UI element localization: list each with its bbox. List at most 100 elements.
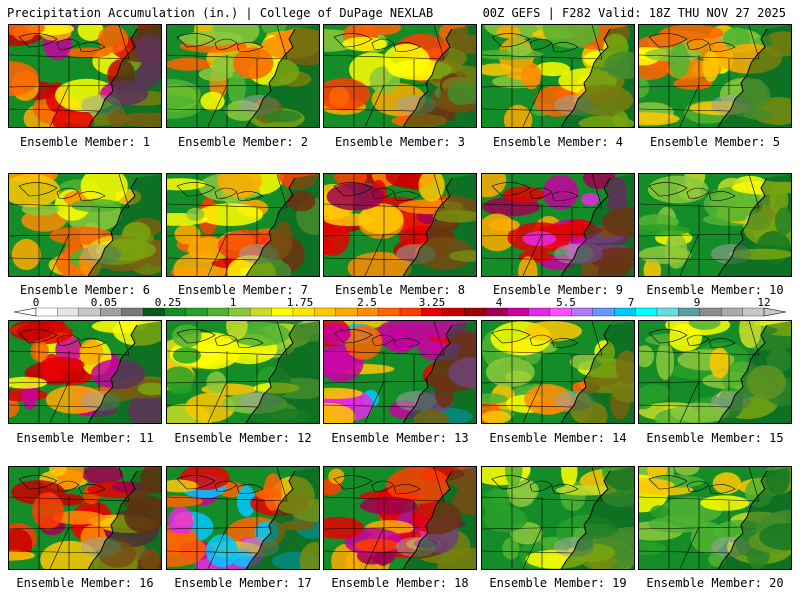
ensemble-member-map-9	[481, 173, 635, 277]
precip-blob	[496, 25, 521, 39]
precip-blob	[9, 550, 36, 561]
coastline	[87, 28, 138, 127]
ocean-area	[246, 25, 319, 127]
precip-blob	[650, 505, 670, 518]
coastline	[402, 324, 453, 423]
precip-field-12	[167, 321, 319, 423]
state-boundaries	[639, 321, 760, 423]
colorbar-swatch	[699, 307, 722, 317]
precip-blob	[10, 321, 54, 341]
precip-blob	[344, 324, 383, 360]
precip-blob	[512, 479, 539, 502]
state-boundaries	[167, 174, 288, 276]
precip-blob	[167, 532, 207, 567]
colorbar-swatch	[185, 307, 208, 317]
precip-field-17	[167, 467, 319, 569]
precip-blob	[581, 192, 600, 206]
precip-blob	[483, 506, 528, 533]
ocean-area	[561, 321, 634, 423]
state-boundaries	[324, 467, 445, 569]
precip-blob	[167, 95, 202, 119]
great-lakes-outline	[333, 33, 421, 52]
header-title-left: Precipitation Accumulation (in.) | Colle…	[7, 6, 434, 20]
colorbar-swatch	[635, 307, 658, 317]
ensemble-member-label: Ensemble Member: 4	[492, 135, 624, 149]
precip-field-16	[9, 467, 161, 569]
precip-blob	[324, 219, 350, 256]
precip-blob	[200, 91, 225, 111]
precip-blob	[11, 238, 41, 271]
precip-blob	[639, 76, 650, 98]
header-title-right: 00Z GEFS | F282 Valid: 18Z THU NOV 27 20…	[482, 6, 786, 20]
colorbar-swatch	[335, 307, 358, 317]
colorbar-swatch	[314, 307, 337, 317]
colorbar-swatch	[207, 307, 230, 317]
precip-field-5	[639, 25, 791, 127]
great-lakes-outline	[491, 33, 579, 52]
precip-blob	[185, 393, 235, 423]
ensemble-member-map-6	[8, 173, 162, 277]
colorbar-tick-label: 0.05	[91, 296, 118, 309]
precip-blob	[347, 251, 412, 276]
colorbar-tick-label: 4	[496, 296, 503, 309]
precip-blob	[167, 366, 195, 391]
precip-blob	[91, 321, 148, 334]
great-lakes-outline	[333, 475, 421, 494]
precip-blob	[659, 25, 724, 42]
precip-blob	[670, 402, 730, 423]
precip-field-6	[9, 174, 161, 276]
ensemble-member-label: Ensemble Member: 16	[16, 576, 154, 590]
coastline	[717, 324, 768, 423]
great-lakes-outline	[18, 182, 106, 201]
ensemble-member-map-1	[8, 24, 162, 128]
ocean-area	[561, 25, 634, 127]
precip-blob	[198, 67, 233, 82]
precip-blob	[52, 510, 105, 525]
ocean-area	[403, 174, 476, 276]
state-boundaries	[9, 467, 130, 569]
coastline	[87, 470, 138, 569]
colorbar-swatch	[549, 307, 572, 317]
precip-blob	[384, 327, 417, 353]
colorbar-swatch	[485, 307, 508, 317]
ensemble-member-map-20	[638, 466, 792, 570]
precip-field-11	[9, 321, 161, 423]
precip-blob	[703, 186, 763, 222]
precip-field-19	[482, 467, 634, 569]
great-lakes-outline	[648, 33, 736, 52]
colorbar-swatch	[57, 307, 80, 317]
state-boundaries	[639, 25, 760, 127]
precip-blob	[482, 410, 511, 423]
ensemble-member-label: Ensemble Member: 18	[331, 576, 469, 590]
precip-blob	[77, 25, 104, 41]
precip-blob	[342, 36, 387, 52]
colorbar-swatch	[464, 307, 487, 317]
ensemble-member-map-10	[638, 173, 792, 277]
precip-blob	[482, 393, 508, 405]
ensemble-member-label: Ensemble Member: 8	[334, 283, 466, 297]
ocean-area	[88, 321, 161, 423]
ensemble-member-map-11	[8, 320, 162, 424]
precip-blob	[702, 50, 719, 83]
precip-blob	[233, 47, 274, 79]
coastline	[245, 470, 296, 569]
ensemble-member-map-14	[481, 320, 635, 424]
precip-blob	[324, 387, 363, 399]
great-lakes-outline	[176, 329, 264, 348]
state-boundaries	[167, 467, 288, 569]
precip-field-18	[324, 467, 476, 569]
coastline	[87, 177, 138, 276]
colorbar-tick-label: 0.25	[155, 296, 182, 309]
precip-field-4	[482, 25, 634, 127]
precip-blob	[226, 321, 248, 340]
precip-blob	[64, 47, 111, 59]
state-boundaries	[482, 25, 603, 127]
ocean-area	[718, 467, 791, 569]
ensemble-member-map-16	[8, 466, 162, 570]
ensemble-member-label: Ensemble Member: 2	[177, 135, 309, 149]
coastline	[560, 177, 611, 276]
colorbar-swatch	[399, 307, 422, 317]
precip-blob	[534, 62, 571, 77]
great-lakes-outline	[333, 329, 421, 348]
ensemble-member-label: Ensemble Member: 10	[646, 283, 784, 297]
